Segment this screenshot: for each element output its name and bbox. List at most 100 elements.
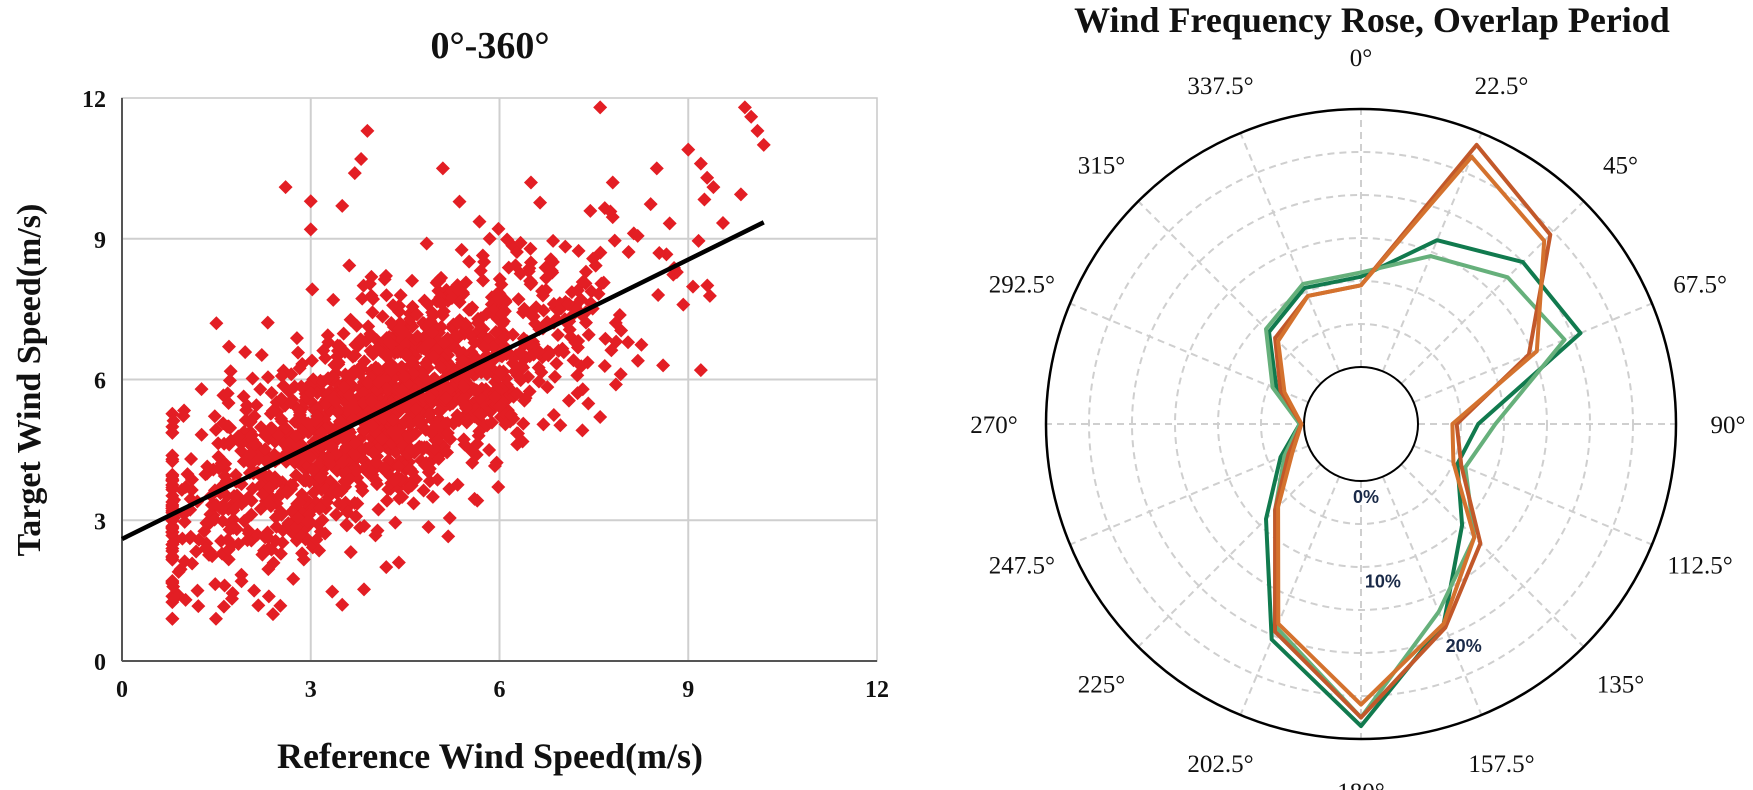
scatter-point bbox=[550, 327, 565, 342]
direction-spoke bbox=[1381, 476, 1483, 716]
scatter-point bbox=[343, 312, 358, 327]
scatter-point bbox=[254, 348, 269, 363]
scatter-point bbox=[220, 386, 235, 401]
scatter-point bbox=[503, 407, 518, 422]
wind-rose-center-circle bbox=[1303, 366, 1419, 482]
scatter-point bbox=[451, 344, 466, 359]
scatter-point bbox=[421, 460, 436, 475]
scatter-point bbox=[306, 485, 321, 500]
scatter-point bbox=[608, 377, 623, 392]
scatter-point bbox=[476, 273, 491, 288]
direction-label: 292.5° bbox=[989, 272, 1055, 299]
scatter-point bbox=[522, 261, 537, 276]
scatter-point bbox=[220, 532, 235, 547]
scatter-point bbox=[507, 357, 522, 372]
scatter-point bbox=[278, 180, 293, 195]
scatter-point bbox=[436, 335, 451, 350]
scatter-point bbox=[676, 297, 691, 312]
scatter-point bbox=[593, 410, 608, 425]
wind-rose-outer-circle bbox=[1044, 107, 1678, 741]
scatter-point bbox=[634, 337, 649, 352]
scatter-point bbox=[303, 222, 318, 237]
direction-label: 157.5° bbox=[1468, 751, 1534, 778]
scatter-point bbox=[495, 316, 510, 331]
scatter-point bbox=[613, 367, 628, 382]
direction-spoke bbox=[1137, 200, 1322, 385]
scatter-point bbox=[403, 462, 418, 477]
scatter-point bbox=[165, 499, 180, 514]
scatter-point bbox=[417, 440, 432, 455]
scatter-point bbox=[435, 161, 450, 176]
scatter-point bbox=[328, 394, 343, 409]
scatter-point bbox=[546, 407, 561, 422]
scatter-point bbox=[426, 349, 441, 364]
scatter-point bbox=[339, 518, 354, 533]
direction-label: 202.5° bbox=[1187, 751, 1253, 778]
scatter-point bbox=[469, 383, 484, 398]
scatter-point bbox=[475, 248, 490, 263]
scatter-point bbox=[450, 315, 465, 330]
scatter-point bbox=[491, 221, 506, 236]
scatter-y-axis-label: Target Wind Speed(m/s) bbox=[11, 204, 48, 557]
scatter-point bbox=[395, 382, 410, 397]
scatter-point bbox=[313, 500, 328, 515]
scatter-point bbox=[513, 373, 528, 388]
scatter-point bbox=[305, 282, 320, 297]
scatter-point bbox=[238, 345, 253, 360]
scatter-point bbox=[526, 347, 541, 362]
scatter-point bbox=[257, 543, 272, 558]
scatter-point bbox=[470, 315, 485, 330]
scatter-point bbox=[313, 470, 328, 485]
scatter-point bbox=[472, 214, 487, 229]
scatter-point bbox=[482, 231, 497, 246]
scatter-point bbox=[652, 245, 667, 260]
scatter-point bbox=[425, 325, 440, 340]
scatter-point bbox=[216, 498, 231, 513]
scatter-point bbox=[345, 401, 360, 416]
x-tick-label: 3 bbox=[305, 677, 317, 703]
scatter-point bbox=[273, 598, 288, 613]
scatter-point bbox=[166, 590, 181, 605]
scatter-point bbox=[348, 463, 363, 478]
scatter-point bbox=[568, 335, 583, 350]
scatter-point bbox=[513, 235, 528, 250]
radial-gridline bbox=[1174, 237, 1548, 611]
scatter-point bbox=[364, 288, 379, 303]
scatter-point bbox=[464, 444, 479, 459]
scatter-point bbox=[178, 479, 193, 494]
scatter-trendline bbox=[121, 220, 765, 542]
scatter-point bbox=[702, 288, 717, 303]
scatter-point bbox=[329, 507, 344, 522]
wind-rose-chart: Wind Frequency Rose, Overlap Period 0° 22… bbox=[970, 0, 1745, 790]
scatter-point bbox=[429, 275, 444, 290]
wind-rose-series-3 bbox=[1273, 142, 1553, 720]
scatter-point bbox=[651, 287, 666, 302]
x-tick-label: 12 bbox=[865, 677, 889, 703]
scatter-point bbox=[361, 466, 376, 481]
scatter-point bbox=[379, 288, 394, 303]
scatter-point bbox=[337, 379, 352, 394]
scatter-point bbox=[403, 442, 418, 457]
scatter-point bbox=[570, 283, 585, 298]
scatter-point bbox=[561, 393, 576, 408]
scatter-point bbox=[621, 335, 636, 350]
scatter-point bbox=[364, 394, 379, 409]
scatter-point bbox=[433, 360, 448, 375]
wind-rose-direction-labels: 0° 22.5° 45° 67.5° 90° 112.5° 135° 157.5° 180° 20… bbox=[970, 45, 1745, 790]
scatter-point bbox=[423, 314, 438, 329]
scatter-point bbox=[384, 315, 399, 330]
scatter-point bbox=[715, 216, 730, 231]
scatter-point bbox=[387, 473, 402, 488]
scatter-point bbox=[320, 395, 335, 410]
scatter-point bbox=[396, 325, 411, 340]
scatter-point bbox=[458, 398, 473, 413]
scatter-point bbox=[182, 531, 197, 546]
x-tick-label: 0 bbox=[116, 677, 128, 703]
scatter-point bbox=[393, 288, 408, 303]
scatter-point bbox=[744, 109, 759, 124]
scatter-point bbox=[253, 382, 268, 397]
scatter-point bbox=[575, 423, 590, 438]
scatter-point bbox=[509, 386, 524, 401]
scatter-point bbox=[349, 509, 364, 524]
scatter-point bbox=[289, 429, 304, 444]
